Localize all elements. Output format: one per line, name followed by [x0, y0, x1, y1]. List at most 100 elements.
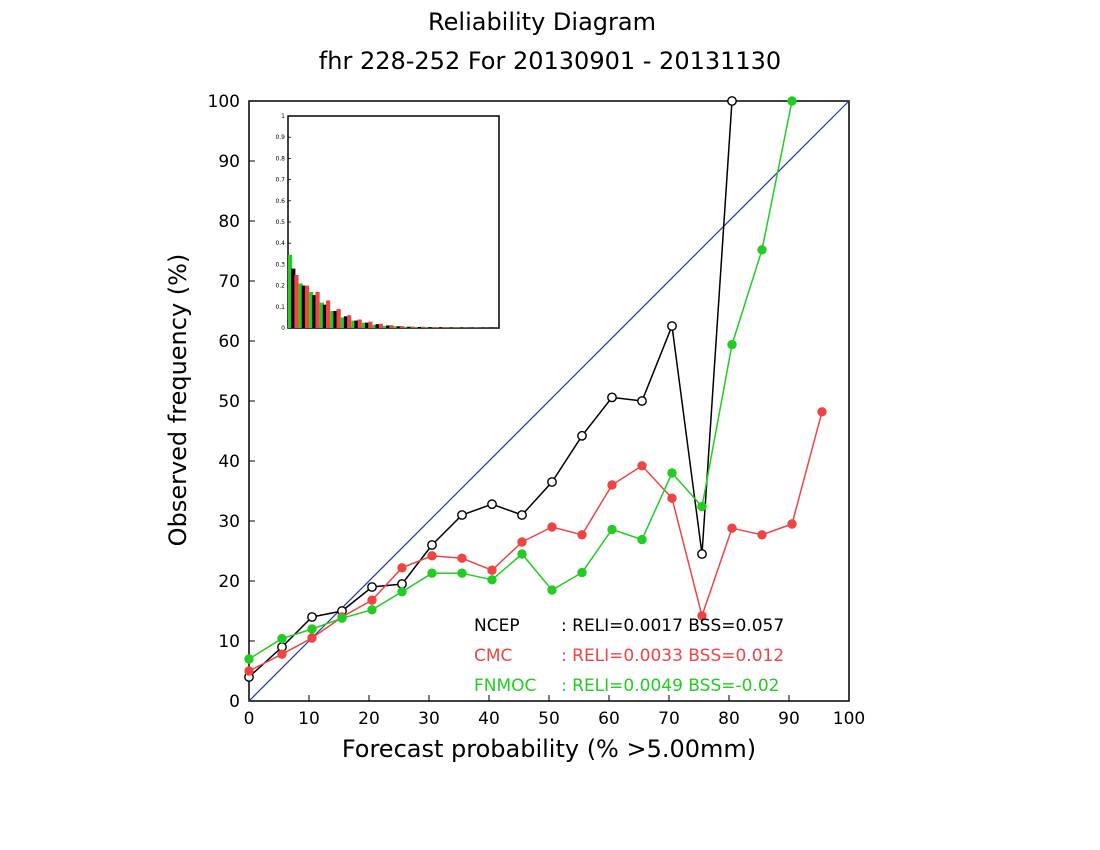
inset-bar-cmc	[325, 300, 331, 328]
legend: NCEP : RELI=0.0017 BSS=0.057 CMC : RELI=0.0…	[474, 616, 784, 696]
series-point-cmc	[787, 519, 797, 529]
series-point-cmc	[757, 530, 767, 540]
inset-bar-ncep	[301, 285, 306, 328]
y-tick-label: 10	[218, 632, 240, 652]
inset-bar-ncep	[365, 322, 370, 328]
inset-bar-ncep	[417, 326, 422, 328]
inset-tick-label: 0.6	[275, 198, 285, 205]
series-point-cmc	[307, 633, 317, 643]
inset-bar-cmc	[452, 327, 457, 328]
inset-bar-fnmoc	[309, 291, 314, 328]
perfect-reliability-diagonal	[248, 100, 850, 702]
inset-tick-label: 0.8	[275, 155, 285, 162]
inset-bar-cmc	[347, 315, 352, 328]
series-point-fnmoc	[244, 654, 254, 664]
inset-bar-cmc	[378, 323, 383, 328]
legend-stats-ncep: : RELI=0.0017 BSS=0.057	[561, 616, 784, 636]
inset-bar-ncep	[375, 324, 380, 328]
series-point-fnmoc	[337, 613, 347, 623]
series-point-fnmoc	[787, 96, 797, 106]
series-point-cmc	[517, 537, 527, 547]
y-tick-label: 90	[218, 152, 240, 172]
inset-bar-ncep	[438, 327, 444, 328]
y-tick-label: 100	[208, 92, 240, 112]
inset-bar-fnmoc	[382, 325, 388, 328]
series-point-ncep	[607, 392, 617, 403]
series-point-ncep	[397, 579, 407, 589]
inset-bar-ncep	[428, 327, 433, 328]
x-tick-label: 10	[298, 709, 320, 729]
legend-name-ncep: NCEP	[474, 616, 520, 636]
series-point-cmc	[817, 407, 827, 417]
series-point-ncep	[517, 510, 527, 520]
series-point-fnmoc	[307, 624, 317, 634]
x-tick-label: 60	[598, 709, 620, 729]
series-point-cmc	[727, 523, 737, 533]
series-point-cmc	[607, 480, 617, 490]
inset-bar-fnmoc	[435, 327, 440, 328]
series-point-ncep	[697, 549, 707, 559]
series-point-fnmoc	[607, 524, 617, 535]
series-point-ncep	[457, 510, 467, 520]
series-line-cmc	[248, 411, 823, 672]
y-tick-label: 40	[218, 452, 240, 472]
legend-stats-fnmoc: : RELI=0.0049 BSS=-0.02	[561, 676, 779, 696]
y-tick-label: 20	[218, 572, 240, 592]
inset-bar-cmc	[357, 319, 362, 328]
inset-bar-cmc	[399, 326, 405, 328]
inset-tick-label: 0.9	[275, 134, 285, 141]
series-point-cmc	[667, 493, 677, 503]
x-tick-label: 40	[478, 709, 500, 729]
series-point-cmc	[487, 565, 497, 575]
inset-bar-fnmoc	[372, 324, 377, 328]
sharpness-histogram-inset: 0 0.1 0.2 0.3 0.4 0.5 0.6 0.7 0.8 0.9 1	[275, 113, 500, 332]
series-point-cmc	[244, 666, 254, 676]
inset-frame	[287, 115, 500, 329]
inset-bar-fnmoc	[330, 311, 335, 328]
inset-bar-fnmoc	[425, 327, 430, 328]
y-tick-label: 80	[218, 212, 240, 232]
inset-bar-fnmoc	[319, 302, 324, 328]
y-tick-label: 50	[218, 392, 240, 412]
series-point-fnmoc	[397, 587, 407, 597]
inset-tick-label: 0.1	[275, 304, 285, 311]
x-tick-label: 50	[538, 709, 560, 729]
chart-subtitle: fhr 228-252 For 20130901 - 20131130	[319, 47, 781, 75]
series-point-fnmoc	[517, 549, 527, 559]
series-point-fnmoc	[577, 567, 587, 578]
y-tick-label: 0	[229, 692, 240, 712]
inset-tick-label: 0.3	[275, 261, 285, 268]
series-point-fnmoc	[697, 501, 707, 512]
inset-bar-ncep	[354, 320, 359, 328]
inset-bar-fnmoc	[288, 254, 293, 328]
inset-bar-fnmoc	[298, 283, 303, 328]
series-point-ncep	[667, 321, 677, 331]
series-point-ncep	[487, 499, 497, 510]
inset-bar-fnmoc	[340, 317, 345, 328]
series-point-cmc	[577, 530, 587, 540]
inset-bar-cmc	[442, 327, 447, 328]
inset-tick-label: 1	[281, 113, 285, 120]
series-point-cmc	[367, 595, 377, 605]
series-point-fnmoc	[637, 534, 647, 545]
series-point-ncep	[547, 477, 557, 487]
inset-bar-cmc	[336, 308, 341, 328]
series-point-cmc	[547, 522, 557, 532]
series-point-fnmoc	[367, 605, 377, 615]
legend-name-cmc: CMC	[474, 646, 512, 666]
series-point-fnmoc	[757, 245, 767, 255]
inset-bar-ncep	[386, 325, 391, 328]
series-point-cmc	[277, 649, 287, 659]
x-tick-label: 100	[833, 709, 865, 729]
inset-tick-label: 0.7	[275, 177, 285, 184]
inset-tick-label: 0.5	[275, 219, 285, 226]
x-tick-label: 0	[244, 709, 255, 729]
inset-bar-fnmoc	[361, 322, 367, 328]
series-point-cmc	[397, 563, 407, 573]
inset-bar-fnmoc	[393, 326, 398, 328]
series-point-cmc	[697, 611, 707, 621]
series-point-fnmoc	[547, 585, 557, 595]
inset-bar-cmc	[294, 275, 299, 328]
y-axis-label: Observed frequency (%)	[164, 254, 192, 547]
